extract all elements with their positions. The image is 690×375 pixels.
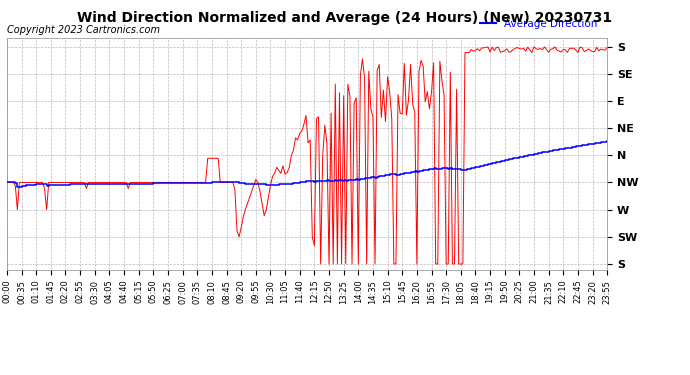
Text: Wind Direction Normalized and Average (24 Hours) (New) 20230731: Wind Direction Normalized and Average (2… — [77, 11, 613, 25]
Text: Copyright 2023 Cartronics.com: Copyright 2023 Cartronics.com — [7, 25, 160, 35]
Legend: Average Direction: Average Direction — [476, 15, 602, 33]
